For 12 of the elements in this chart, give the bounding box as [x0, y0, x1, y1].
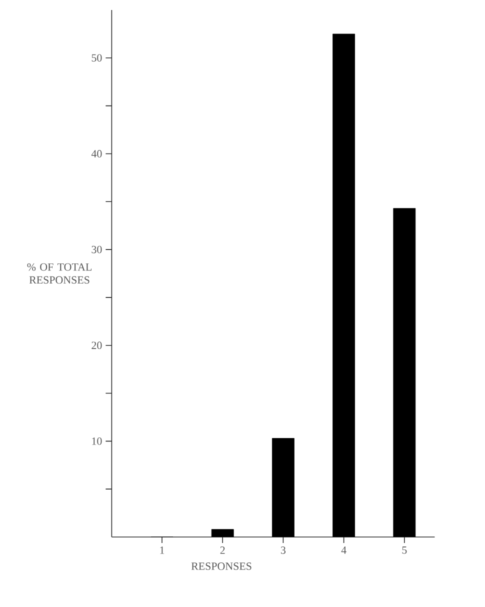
x-tick-label: 5	[402, 546, 407, 554]
x-axis-title: RESPONSES	[191, 562, 252, 570]
y-tick-label: 40	[91, 150, 102, 158]
x-tick-label: 4	[341, 546, 346, 554]
y-tick-label: 50	[92, 54, 102, 62]
y-axis-title: % OF TOTAL RESPONSES	[27, 263, 92, 284]
x-tick-label: 2	[220, 546, 225, 554]
x-tick-label: 1	[160, 546, 164, 554]
y-tick-label: 30	[92, 246, 102, 254]
y-tick-label: 10	[92, 437, 102, 445]
x-tick-label: 3	[280, 546, 286, 554]
y-tick-label: 20	[92, 342, 102, 350]
